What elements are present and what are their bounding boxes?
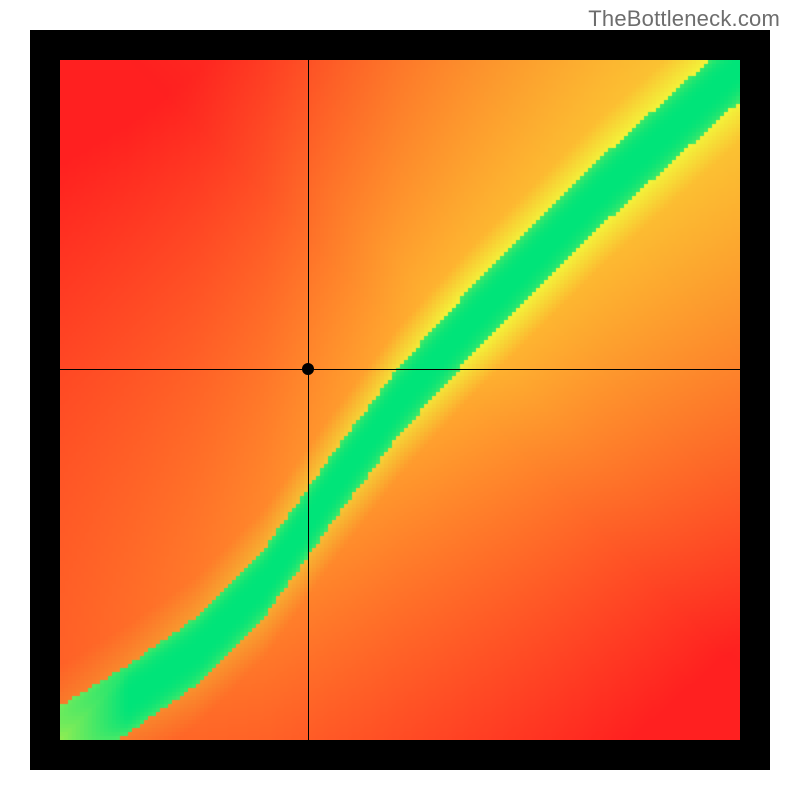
crosshair-vertical [308, 60, 309, 740]
frame-bottom [30, 740, 770, 770]
crosshair-horizontal [60, 369, 740, 370]
bottleneck-heatmap [60, 60, 740, 740]
frame-right [740, 30, 770, 770]
frame-top [30, 30, 770, 60]
watermark-text: TheBottleneck.com [588, 6, 780, 32]
chart-container: TheBottleneck.com [0, 0, 800, 800]
frame-left [30, 30, 60, 770]
